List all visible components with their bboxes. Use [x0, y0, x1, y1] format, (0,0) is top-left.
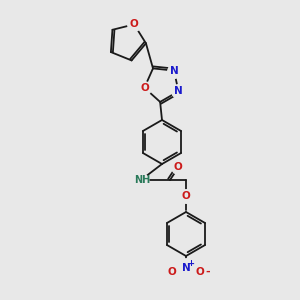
- Text: O: O: [196, 267, 204, 277]
- Text: O: O: [140, 83, 149, 93]
- Text: +: +: [188, 259, 194, 268]
- Text: N: N: [170, 66, 178, 76]
- Text: N: N: [174, 86, 183, 96]
- Text: -: -: [206, 267, 210, 277]
- Text: O: O: [168, 267, 176, 277]
- Text: O: O: [174, 162, 182, 172]
- Text: N: N: [182, 263, 190, 273]
- Text: O: O: [182, 191, 190, 201]
- Text: NH: NH: [134, 175, 150, 185]
- Text: O: O: [130, 20, 139, 29]
